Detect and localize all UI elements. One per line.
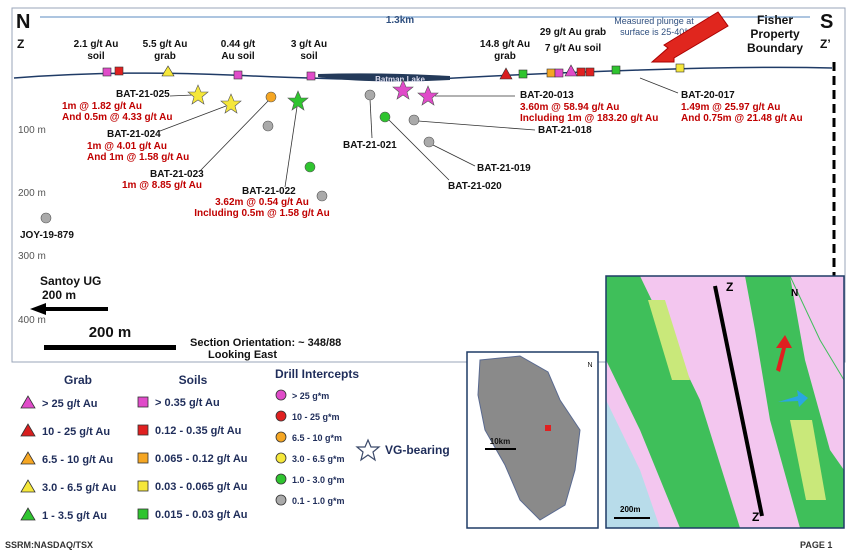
north: N <box>16 11 30 33</box>
z: Z <box>17 37 24 51</box>
surface-label: 0.44 g/t <box>221 39 256 50</box>
plunge-arrow <box>650 11 729 63</box>
map-z-prime: Z’ <box>752 510 763 524</box>
plunge-note: surface is 25-40° <box>620 27 688 37</box>
depth-label: 100 m <box>18 125 46 136</box>
page-number: PAGE 1 <box>800 540 832 550</box>
legend-item: 10 - 25 g*m <box>292 412 340 422</box>
hole-name: BAT-21-018 <box>538 125 592 136</box>
surface-label: 5.5 g/t Au <box>143 39 188 50</box>
plunge-note: Measured plunge at <box>614 16 694 26</box>
hole-name: BAT-21-019 <box>477 163 531 174</box>
legend-item: 6.5 - 10 g*m <box>292 433 342 443</box>
legend-item: 0.065 - 0.12 g/t Au <box>155 453 248 465</box>
map-scale: 200m <box>620 505 640 514</box>
hole-name: BAT-20-017 <box>681 90 735 101</box>
hole-result: 1m @ 1.82 g/t Au <box>62 101 142 112</box>
boundary: Property <box>750 27 800 41</box>
south: S <box>820 11 833 33</box>
legend-title: Grab <box>64 373 92 387</box>
surface-label: 29 g/t Au grab <box>540 27 606 38</box>
legend-item: 0.12 - 0.35 g/t Au <box>155 425 241 437</box>
hole-name: BAT-21-020 <box>448 181 502 192</box>
legend-item: 0.015 - 0.03 g/t Au <box>155 509 248 521</box>
drill-intercepts <box>40 79 439 224</box>
z-prime: Z’ <box>820 37 831 51</box>
distance: 1.3km <box>386 15 414 26</box>
santoy-arrow <box>30 303 108 315</box>
legend-item: 6.5 - 10 g/t Au <box>42 454 113 466</box>
inset-north: N <box>587 362 592 369</box>
geology-map <box>605 275 845 529</box>
lake-label: Batman Lake <box>375 75 425 84</box>
hole-result: 1.49m @ 25.97 g/t Au <box>681 102 780 113</box>
hole-result: 1m @ 8.85 g/t Au <box>122 180 202 191</box>
ticker: SSRM:NASDAQ/TSX <box>5 540 93 550</box>
scale-label: 200 m <box>89 324 132 341</box>
depth-label: 200 m <box>18 188 46 199</box>
legend-title: Drill Intercepts <box>275 367 359 381</box>
surface-label: Au soil <box>221 51 255 62</box>
legend-item: VG-bearing <box>385 443 450 457</box>
inset-location <box>545 425 551 431</box>
hole-result: Including 0.5m @ 1.58 g/t Au <box>194 208 330 219</box>
scale-bar <box>44 345 176 350</box>
legend-item: 3.0 - 6.5 g*m <box>292 454 345 464</box>
map-north: N <box>791 288 798 299</box>
legend-item: 0.1 - 1.0 g*m <box>292 496 345 506</box>
hole-result: And 0.75m @ 21.48 g/t Au <box>681 113 803 124</box>
surface-label: 14.8 g/t Au <box>480 39 530 50</box>
surface-label: grab <box>494 51 516 62</box>
legend-symbols <box>20 389 381 521</box>
hole-name: JOY-19-879 <box>20 230 74 241</box>
surface-samples <box>102 63 685 81</box>
hole-result: And 0.5m @ 4.33 g/t Au <box>62 112 173 123</box>
inset-scale: 10km <box>490 437 510 446</box>
hole-result: 3.62m @ 0.54 g/t Au <box>215 197 309 208</box>
hole-result: 1m @ 4.01 g/t Au <box>87 141 167 152</box>
surface-label: grab <box>154 51 176 62</box>
inset-area <box>477 355 581 521</box>
legend-item: 10 - 25 g/t Au <box>42 426 110 438</box>
depth-label: 400 m <box>18 315 46 326</box>
hole-name: BAT-21-022 <box>242 186 296 197</box>
map-z: Z <box>726 280 733 294</box>
orientation: Section Orientation: ~ 348/88 <box>190 337 341 349</box>
santoy: 200 m <box>42 288 76 302</box>
santoy: Santoy UG <box>40 274 101 288</box>
hole-name: BAT-21-024 <box>107 129 161 140</box>
legend-item: 1.0 - 3.0 g*m <box>292 475 345 485</box>
boundary: Boundary <box>747 41 803 55</box>
hole-name: BAT-21-023 <box>150 169 204 180</box>
orientation: Looking East <box>208 349 277 361</box>
lake <box>318 73 450 82</box>
surface-label: 3 g/t Au <box>291 39 327 50</box>
hole-name: BAT-21-021 <box>343 140 397 151</box>
surface-label: 2.1 g/t Au <box>74 39 119 50</box>
boundary: Fisher <box>757 13 793 27</box>
legend-title: Soils <box>179 373 208 387</box>
hole-result: Including 1m @ 183.20 g/t Au <box>520 113 658 124</box>
legend-item: 1 - 3.5 g/t Au <box>42 510 107 522</box>
legend-item: > 25 g*m <box>292 391 329 401</box>
depth-label: 300 m <box>18 251 46 262</box>
leader-lines <box>159 77 679 188</box>
hole-result: 3.60m @ 58.94 g/t Au <box>520 102 619 113</box>
legend-item: > 0.35 g/t Au <box>155 397 220 409</box>
legend-item: 0.03 - 0.065 g/t Au <box>155 481 248 493</box>
legend-item: > 25 g/t Au <box>42 398 98 410</box>
hole-name: BAT-21-025 <box>116 89 170 100</box>
hole-result: And 1m @ 1.58 g/t Au <box>87 152 189 163</box>
legend-item: 3.0 - 6.5 g/t Au <box>42 482 116 494</box>
surface-label: 7 g/t Au soil <box>545 43 602 54</box>
surface-label: soil <box>87 51 104 62</box>
surface-label: soil <box>300 51 317 62</box>
hole-name: BAT-20-013 <box>520 90 574 101</box>
